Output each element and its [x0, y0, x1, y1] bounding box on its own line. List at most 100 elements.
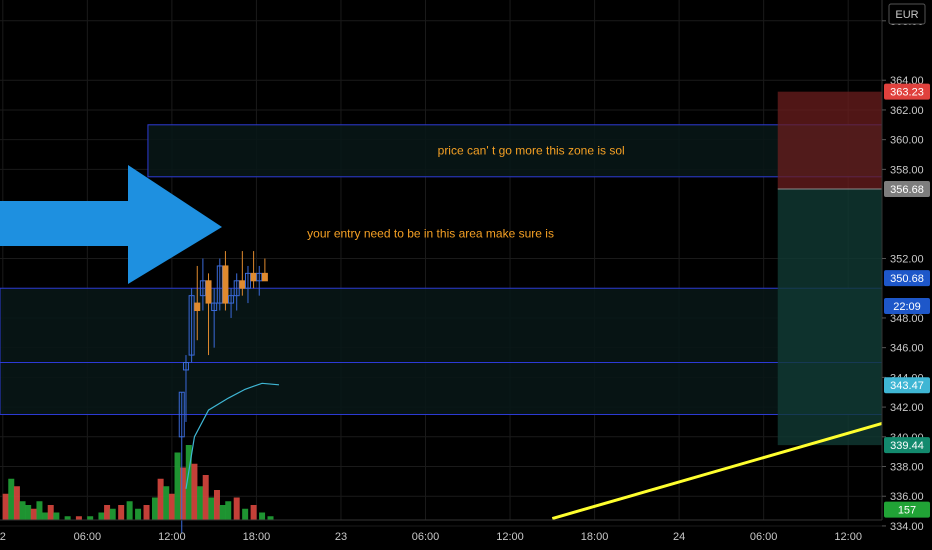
- price-tick-label[interactable]: 336.00: [890, 491, 924, 503]
- time-tick-label[interactable]: 23: [335, 531, 347, 543]
- price-tag-label: 22:09: [893, 301, 921, 313]
- time-tick-label[interactable]: 24: [673, 531, 685, 543]
- time-tick-label[interactable]: 06:00: [74, 531, 102, 543]
- volume-bar: [2, 493, 9, 520]
- candle-body: [222, 265, 229, 304]
- volume-bar: [135, 508, 142, 520]
- position-risk-zone[interactable]: [777, 91, 882, 189]
- arrow-layer[interactable]: [0, 165, 222, 284]
- zone-rectangle[interactable]: [0, 362, 883, 416]
- zone-layer[interactable]: [0, 124, 883, 416]
- annotation-text[interactable]: your entry need to be in this area make …: [307, 227, 554, 241]
- volume-bar: [64, 516, 71, 520]
- zone-rectangle[interactable]: [147, 124, 883, 178]
- time-axis[interactable]: 2 06:00 12:00 18:00 23 06:00 12:00 18:00 24 06:00…: [0, 519, 882, 543]
- volume-bar: [185, 445, 192, 520]
- price-tick-label[interactable]: 358.00: [890, 164, 924, 176]
- volume-bar: [242, 508, 249, 520]
- price-tag: [884, 501, 930, 518]
- price-tick-label[interactable]: 334.00: [890, 521, 924, 533]
- time-tick-label[interactable]: 12:00: [834, 531, 862, 543]
- candle-body: [199, 280, 206, 297]
- volume-bar: [267, 516, 274, 520]
- candle-body: [178, 391, 185, 438]
- volume-bar: [30, 508, 37, 520]
- time-tick-label[interactable]: 18:00: [243, 531, 271, 543]
- currency-button-frame[interactable]: [888, 3, 926, 25]
- volume-bar: [25, 505, 32, 520]
- price-tick-label[interactable]: 362.00: [890, 105, 924, 117]
- volume-bar: [104, 505, 111, 520]
- price-tag-label: 339.44: [890, 440, 924, 452]
- annotation-text[interactable]: price can' t go more this zone is sol: [438, 144, 625, 158]
- candle-body: [211, 302, 218, 312]
- ma-layer: [185, 382, 280, 489]
- price-tick-label[interactable]: 346.00: [890, 343, 924, 355]
- tag-layer: 363.23 356.68 350.68 22:09 343.47 339.44 157: [884, 83, 930, 518]
- price-tag: [884, 437, 930, 454]
- time-tick-label[interactable]: 2: [0, 531, 6, 543]
- time-tick-label[interactable]: 18:00: [581, 531, 609, 543]
- candle-body: [194, 302, 201, 312]
- volume-bar: [219, 505, 226, 520]
- volume-bar: [163, 486, 170, 520]
- volume-bar: [75, 516, 82, 520]
- volume-bar: [180, 467, 187, 520]
- currency-button[interactable]: EUR: [888, 3, 926, 25]
- volume-bar: [151, 497, 158, 520]
- candle-body: [250, 272, 257, 282]
- candle-body: [182, 362, 189, 371]
- time-tick-label[interactable]: 12:00: [158, 531, 186, 543]
- volume-bar: [126, 501, 133, 520]
- price-tick-label[interactable]: 348.00: [890, 313, 924, 325]
- volume-bar: [197, 486, 204, 520]
- price-tick-label[interactable]: 360.00: [890, 135, 924, 147]
- time-tick-label[interactable]: 06:00: [750, 531, 778, 543]
- currency-label[interactable]: EUR: [895, 9, 918, 21]
- price-tag-label: 350.68: [890, 273, 924, 285]
- price-tag: [884, 180, 930, 197]
- volume-bar: [208, 497, 215, 520]
- price-tag: [884, 83, 930, 100]
- time-tick-label[interactable]: 06:00: [412, 531, 440, 543]
- price-tick-label[interactable]: 338.00: [890, 462, 924, 474]
- candle-body: [188, 295, 195, 356]
- candle-body: [261, 272, 268, 282]
- volume-bar: [109, 508, 116, 520]
- volume-bar: [36, 501, 43, 520]
- price-tag-label: 356.68: [890, 184, 924, 196]
- volume-bar: [98, 512, 105, 520]
- price-tick-label[interactable]: 342.00: [890, 402, 924, 414]
- position-layer[interactable]: [777, 91, 882, 446]
- moving-average-line: [185, 382, 280, 489]
- volume-bar: [168, 493, 175, 520]
- volume-layer: [2, 445, 274, 520]
- price-tick-label[interactable]: 352.00: [890, 254, 924, 266]
- candle-body: [233, 280, 240, 297]
- volume-bar: [174, 452, 181, 520]
- volume-bar: [87, 516, 94, 520]
- price-tag-label: 157: [898, 505, 916, 517]
- blue-arrow-icon[interactable]: [0, 165, 222, 284]
- annotation-layer[interactable]: price can' t go more this zone is sol you…: [307, 144, 625, 241]
- volume-bar: [233, 497, 240, 520]
- candle-body: [256, 272, 263, 282]
- price-tag: [884, 270, 930, 287]
- volume-bar: [202, 475, 209, 520]
- price-tag-label: 343.47: [890, 380, 924, 392]
- volume-bar: [143, 505, 150, 520]
- candle-body: [228, 295, 235, 304]
- time-tick-label[interactable]: 12:00: [496, 531, 524, 543]
- volume-bar: [13, 486, 20, 520]
- zone-rectangle[interactable]: [0, 287, 883, 364]
- position-reward-zone[interactable]: [777, 188, 882, 446]
- volume-bar: [213, 490, 220, 520]
- volume-bar: [19, 501, 26, 520]
- price-tag: [884, 377, 930, 394]
- trendline-layer[interactable]: [551, 421, 883, 520]
- price-tag: [884, 298, 930, 315]
- volume-bar: [47, 505, 54, 520]
- yellow-trendline[interactable]: [551, 421, 883, 520]
